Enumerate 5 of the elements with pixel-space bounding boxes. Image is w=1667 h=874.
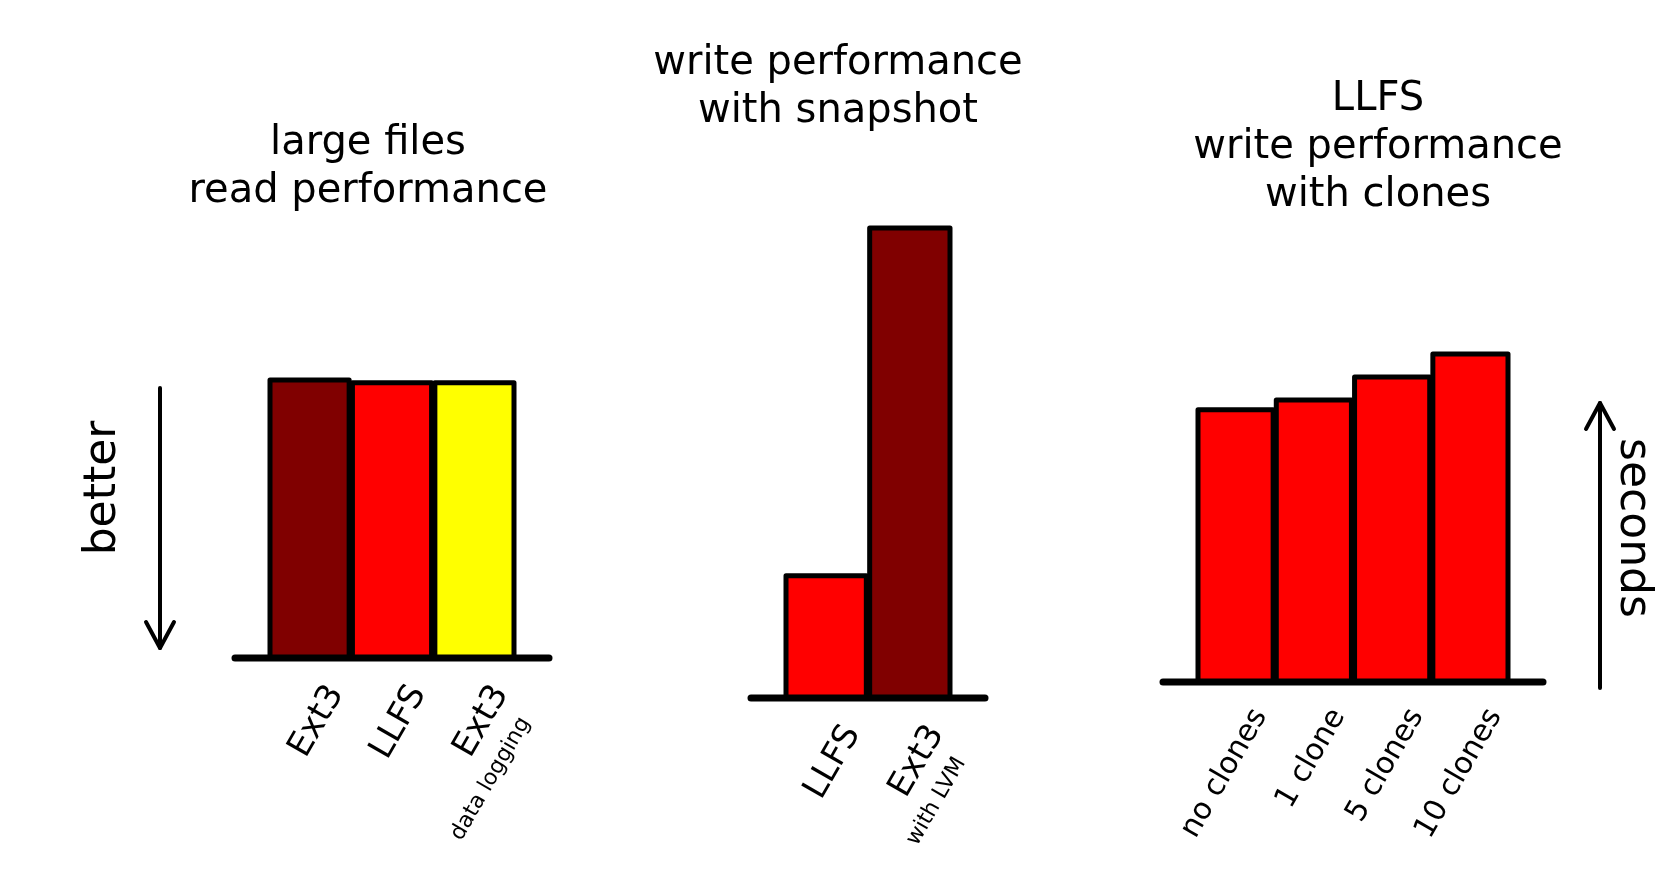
text: seconds [1611,438,1662,618]
text: better [74,419,125,556]
chart-title: LLFS write performance with clones [1193,73,1563,215]
chart-title: write performance with snapshot [653,37,1023,131]
chart-title: large files read performance [188,117,548,211]
